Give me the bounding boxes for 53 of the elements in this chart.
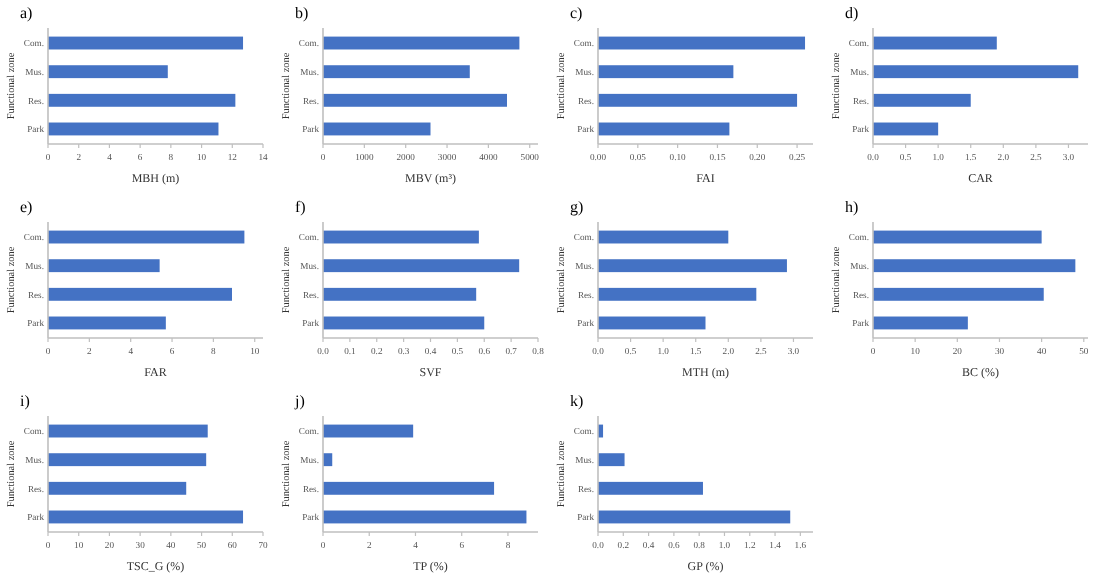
bar [323,424,414,438]
bar [323,93,507,107]
bar [48,287,232,301]
bar [598,93,798,107]
bar [48,259,160,273]
bar [598,259,787,273]
bar [48,93,236,107]
bar [598,510,791,524]
bar [48,510,244,524]
bar [598,287,757,301]
bar [48,36,244,50]
bar [323,122,431,136]
bar [323,510,527,524]
bar [598,65,734,79]
bar [323,230,479,244]
bar [323,36,520,50]
chart-title: a) [20,4,34,22]
chart-title: c) [570,4,584,22]
bar [873,259,1076,273]
bar [598,481,703,495]
bar [598,36,806,50]
bar [48,65,168,79]
bar [873,287,1044,301]
bar [598,316,706,330]
bar [323,65,470,79]
bar [48,424,208,438]
bar [323,259,520,273]
chart-title: d) [845,4,859,22]
bar [873,65,1079,79]
bar [323,316,485,330]
bar [873,122,939,136]
bar [873,316,968,330]
bar [873,93,971,107]
bar [323,481,495,495]
bar [48,230,245,244]
bar [873,36,997,50]
bar [48,453,207,467]
chart-title: f) [295,198,307,216]
chart-title: b) [295,4,309,22]
chart-title: h) [845,198,859,216]
bar [598,122,730,136]
bar [48,122,219,136]
chart-title: e) [20,198,34,216]
bar [598,230,729,244]
chart-title: g) [570,198,584,216]
chart-title: j) [293,392,306,410]
bar [323,287,477,301]
bar [598,453,625,467]
chart-title: i) [20,392,31,410]
bar [48,316,166,330]
bar [48,481,187,495]
bar [873,230,1042,244]
chart-title: k) [570,392,584,410]
